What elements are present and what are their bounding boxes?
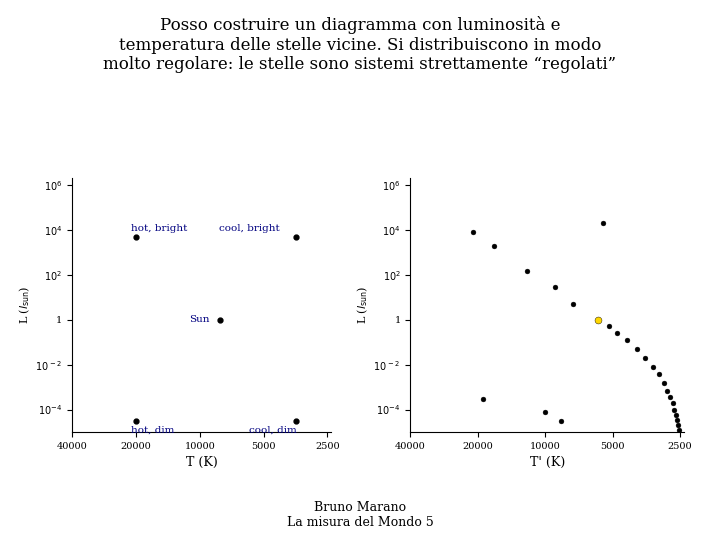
X-axis label: T (K): T (K) [186, 456, 217, 469]
Y-axis label: L ($\mathit{l}_{\rm sun}$): L ($\mathit{l}_{\rm sun}$) [17, 286, 32, 324]
Text: Posso costruire un diagramma con luminosità e
temperatura delle stelle vicine. S: Posso costruire un diagramma con luminos… [104, 16, 616, 73]
Text: Sun: Sun [189, 315, 210, 324]
Text: cool, dim: cool, dim [248, 426, 297, 435]
Text: hot, dim: hot, dim [131, 426, 175, 435]
Text: Bruno Marano
La misura del Mondo 5: Bruno Marano La misura del Mondo 5 [287, 501, 433, 529]
Text: cool, bright: cool, bright [219, 224, 279, 233]
X-axis label: T' (K): T' (K) [530, 456, 564, 469]
Y-axis label: L ($\mathit{l}_{\rm sun}$): L ($\mathit{l}_{\rm sun}$) [356, 286, 370, 324]
Text: hot, bright: hot, bright [131, 224, 188, 233]
